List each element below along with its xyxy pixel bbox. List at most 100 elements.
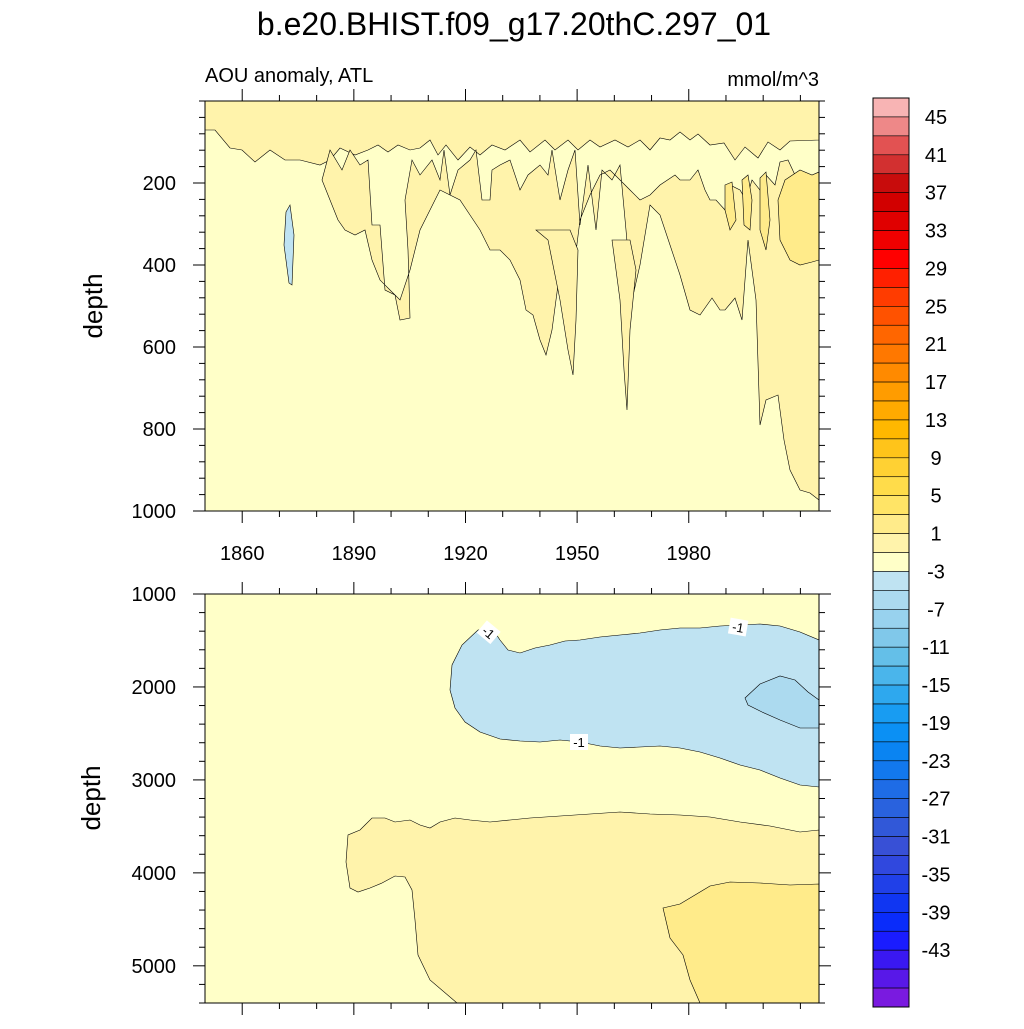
- figure-title: b.e20.BHIST.f09_g17.20thC.297_01: [257, 6, 771, 42]
- colorbar-swatch-45: [872, 949, 910, 970]
- colorbar-swatch-23: [872, 533, 910, 553]
- upper-region-positive-6: [759, 171, 771, 251]
- colorbar-swatch-3: [872, 154, 910, 175]
- upper-xtick-label-1950: 1950: [555, 543, 600, 565]
- upper-xtick-label-1890: 1890: [332, 543, 377, 565]
- upper-deep-tongue-2: [611, 239, 637, 411]
- lower-region-negative-1: [449, 623, 819, 788]
- colorbar-swatch-5: [872, 192, 910, 212]
- contour-label-3-text: -1: [573, 735, 585, 750]
- upper-region-positive-1: [205, 101, 819, 166]
- contour-label-1: -1: [476, 620, 501, 645]
- upper-region-positive-3: [777, 169, 819, 266]
- colorbar-swatch-17: [872, 419, 910, 440]
- lower-region-negative-2: [744, 675, 819, 729]
- colorbar-swatch-35: [872, 760, 910, 781]
- colorbar-swatch-16: [872, 400, 910, 421]
- colorbar-label-8: 13: [925, 410, 947, 432]
- upper-ylabel: depth: [78, 273, 108, 338]
- colorbar-label-2: 37: [925, 183, 947, 205]
- colorbar-swatch-11: [872, 306, 910, 326]
- colorbar-swatch-10: [872, 287, 910, 307]
- colorbar-swatch-41: [872, 874, 910, 894]
- colorbar-swatch-1: [872, 116, 910, 137]
- colorbar-swatch-27: [872, 609, 910, 629]
- colorbar-swatch-30: [872, 665, 910, 686]
- colorbar-label-20: -35: [922, 864, 951, 886]
- lower-axes: 1000 2000 3000 4000 5000: [132, 582, 831, 1015]
- lower-ylabel: depth: [76, 765, 106, 830]
- colorbar-swatch-12: [872, 324, 910, 345]
- colorbar-label-11: 1: [930, 524, 941, 546]
- colorbar-frame: [872, 97, 910, 1008]
- colorbar-label-15: -15: [922, 675, 951, 697]
- colorbar-label-13: -7: [927, 599, 945, 621]
- lower-region-positive-2: [662, 881, 819, 1003]
- colorbar-swatch-14: [872, 362, 910, 383]
- colorbar-swatch-33: [872, 722, 910, 743]
- upper-xtick-label-1860: 1860: [220, 543, 265, 565]
- contour-label-2-text: -1: [731, 619, 745, 636]
- upper-xtick-label-1920: 1920: [443, 543, 488, 565]
- upper-region-positive-2: [321, 149, 819, 511]
- colorbar-swatch-47: [872, 987, 910, 1008]
- upper-axes: 1860 1890 1920 1950 1980 200 400 600 800 1000: [132, 89, 831, 565]
- colorbar-swatch-9: [872, 268, 910, 288]
- upper-ytick-label-800: 800: [143, 419, 176, 441]
- colorbar-swatch-0: [872, 97, 910, 118]
- upper-ytick-label-200: 200: [143, 173, 176, 195]
- upper-ytick-label-1000: 1000: [132, 501, 177, 523]
- colorbar-label-6: 21: [925, 334, 947, 356]
- colorbar-label-4: 29: [925, 258, 947, 280]
- colorbar-label-1: 41: [925, 145, 947, 167]
- units-string: mmol/m^3: [727, 69, 819, 91]
- colorbar-swatch-21: [872, 495, 910, 515]
- lower-ytick-label-3000: 3000: [132, 770, 177, 792]
- colorbar-swatch-2: [872, 135, 910, 156]
- colorbar-swatch-36: [872, 779, 910, 799]
- left-string: AOU anomaly, ATL: [205, 65, 373, 87]
- colorbar-swatch-4: [872, 173, 910, 193]
- colorbar-label-18: -27: [922, 789, 951, 811]
- colorbar-swatch-8: [872, 249, 910, 269]
- colorbar-swatch-37: [872, 798, 910, 818]
- colorbar-swatch-38: [872, 817, 910, 837]
- lower-ytick-label-2000: 2000: [132, 677, 177, 699]
- lower-plot-frame: [204, 593, 820, 1004]
- upper-deep-tongue-1: [535, 229, 579, 376]
- lower-ytick-label-1000: 1000: [132, 584, 177, 606]
- colorbar-label-0: 45: [925, 107, 947, 129]
- colorbar-swatch-43: [872, 912, 910, 932]
- upper-panel: 1860 1890 1920 1950 1980 200 400 600 800 1000 dep…: [78, 89, 831, 565]
- colorbar-swatch-7: [872, 230, 910, 250]
- colorbar-swatch-22: [872, 514, 910, 534]
- colorbar: 45 41 37 33 29 25 21 17 13 9 5 1 -3 -7 -11 -15 -19 -23 -27…: [872, 97, 951, 1008]
- colorbar-swatch-31: [872, 684, 910, 705]
- contour-label-2: -1: [727, 617, 749, 637]
- colorbar-swatch-28: [872, 627, 910, 648]
- colorbar-swatch-25: [872, 571, 910, 591]
- upper-ytick-label-400: 400: [143, 255, 176, 277]
- colorbar-label-16: -19: [922, 713, 951, 735]
- upper-region-positive-4: [724, 181, 737, 231]
- colorbar-label-7: 17: [925, 372, 947, 394]
- upper-xtick-label-1980: 1980: [667, 543, 712, 565]
- colorbar-swatch-40: [872, 855, 910, 875]
- colorbar-label-14: -11: [922, 637, 949, 659]
- contour-label-3: -1: [570, 734, 588, 750]
- colorbar-swatch-20: [872, 476, 910, 496]
- colorbar-label-21: -39: [922, 902, 951, 924]
- colorbar-swatch-44: [872, 930, 910, 951]
- colorbar-label-17: -23: [922, 751, 951, 773]
- colorbar-swatch-18: [872, 438, 910, 459]
- colorbar-swatch-34: [872, 741, 910, 762]
- colorbar-swatch-42: [872, 893, 910, 913]
- upper-region-negative: [283, 204, 295, 286]
- upper-ytick-label-600: 600: [143, 337, 176, 359]
- colorbar-swatch-26: [872, 590, 910, 610]
- colorbar-swatch-32: [872, 703, 910, 724]
- colorbar-swatch-39: [872, 836, 910, 856]
- colorbar-swatch-6: [872, 211, 910, 231]
